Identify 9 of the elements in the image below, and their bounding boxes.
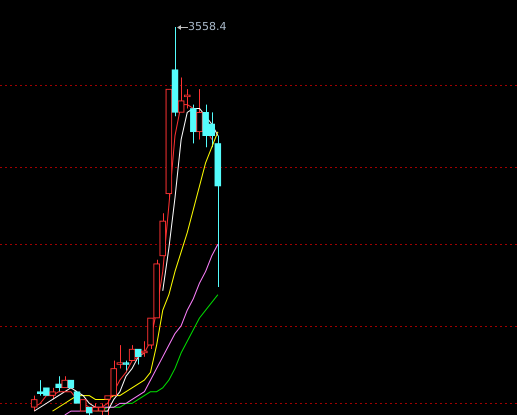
annotation: 3558.4 bbox=[188, 20, 226, 33]
candlestick bbox=[61, 376, 68, 388]
candlestick bbox=[74, 391, 80, 404]
candlestick bbox=[49, 387, 56, 400]
candlestick bbox=[196, 88, 203, 140]
candlestick bbox=[190, 104, 197, 144]
candlestick bbox=[141, 340, 148, 358]
candlestick bbox=[55, 376, 62, 392]
candlestick bbox=[128, 344, 136, 362]
